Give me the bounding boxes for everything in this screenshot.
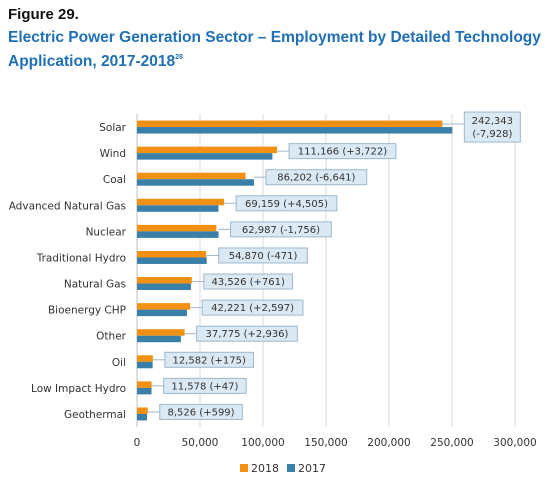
bar-2017 (137, 257, 207, 264)
bar-2018 (137, 198, 225, 206)
bar-2018 (137, 303, 191, 310)
data-label: 62,987 (-1,756) (242, 225, 320, 236)
category-label: Bioenergy CHP (48, 305, 126, 317)
bar-2017 (137, 283, 191, 291)
bar-2017 (137, 387, 152, 395)
category-label: Nuclear (86, 226, 127, 238)
figure-title: Electric Power Generation Sector – Emplo… (8, 28, 548, 72)
x-tick-label: 100,000 (241, 437, 284, 449)
bar-2017 (137, 179, 254, 186)
data-label-box (159, 403, 243, 420)
data-label-box (201, 299, 304, 316)
legend-swatch-2017 (287, 464, 295, 472)
data-label: 69,159 (+4,505) (245, 199, 328, 210)
category-label: Wind (100, 148, 126, 160)
data-label-box (218, 247, 308, 264)
data-label-box (463, 111, 521, 143)
bar-2017 (137, 309, 187, 317)
bar-2017 (137, 231, 219, 238)
data-label: 43,526 (+761) (211, 277, 285, 288)
category-label: Other (96, 331, 126, 343)
data-label-box (164, 351, 255, 368)
x-tick-label: 200,000 (367, 437, 410, 449)
bar-2017 (137, 413, 147, 421)
x-tick-label: 250,000 (430, 437, 473, 449)
legend-label-2017: 2017 (298, 462, 326, 475)
bar-2018 (137, 355, 153, 362)
data-label: 54,870 (-471) (229, 251, 298, 262)
data-label: 8,526 (+599) (168, 407, 235, 418)
bar-2018 (137, 172, 246, 180)
bar-2018 (137, 224, 217, 232)
data-label: 42,221 (+2,597) (211, 303, 294, 314)
category-label: Traditional Hydro (36, 252, 126, 264)
category-label: Solar (99, 122, 126, 134)
bar-2018 (137, 407, 148, 414)
data-label: 86,202 (-6,641) (277, 173, 355, 184)
bar-2018 (137, 277, 192, 284)
figure-footnote-ref: 28 (175, 54, 183, 61)
data-label-box (203, 273, 293, 290)
category-label: Oil (112, 357, 126, 369)
data-label: 12,582 (+175) (172, 355, 246, 366)
x-tick-label: 150,000 (304, 437, 347, 449)
figure-label: Figure 29. (8, 6, 79, 23)
x-tick-label: 50,000 (182, 437, 219, 449)
data-label-box (288, 143, 397, 160)
figure-title-text: Electric Power Generation Sector – Emplo… (8, 29, 541, 70)
bar-2017 (137, 205, 219, 212)
bar-2018 (137, 146, 278, 154)
category-label: Advanced Natural Gas (9, 200, 126, 212)
data-label-change: (-7,928) (472, 129, 512, 140)
bar-2017 (137, 127, 453, 134)
data-label: 37,775 (+2,936) (205, 329, 288, 340)
legend-swatch-2018 (240, 464, 248, 472)
bar-2018 (137, 329, 185, 336)
data-label: 111,166 (+3,722) (298, 147, 387, 158)
data-label: 11,578 (+47) (171, 381, 238, 392)
legend-label-2018: 2018 (251, 462, 279, 475)
x-tick-label: 0 (134, 437, 141, 449)
bar-2018 (137, 381, 152, 388)
data-label-box (230, 221, 332, 238)
bar-2017 (137, 361, 153, 369)
x-tick-label: 300,000 (493, 437, 536, 449)
category-label: Natural Gas (64, 279, 126, 291)
data-label-box (265, 169, 368, 186)
data-label-value: 242,343 (472, 116, 513, 127)
data-label-box (196, 325, 298, 342)
bar-2018 (137, 250, 207, 258)
data-label-box (235, 195, 338, 212)
category-label: Coal (103, 174, 126, 186)
category-label: Geothermal (64, 409, 126, 421)
bar-2017 (137, 153, 273, 160)
bar-2017 (137, 335, 181, 343)
data-label-box (163, 377, 247, 394)
bar-2018 (137, 120, 443, 128)
category-label: Low Impact Hydro (31, 383, 126, 395)
